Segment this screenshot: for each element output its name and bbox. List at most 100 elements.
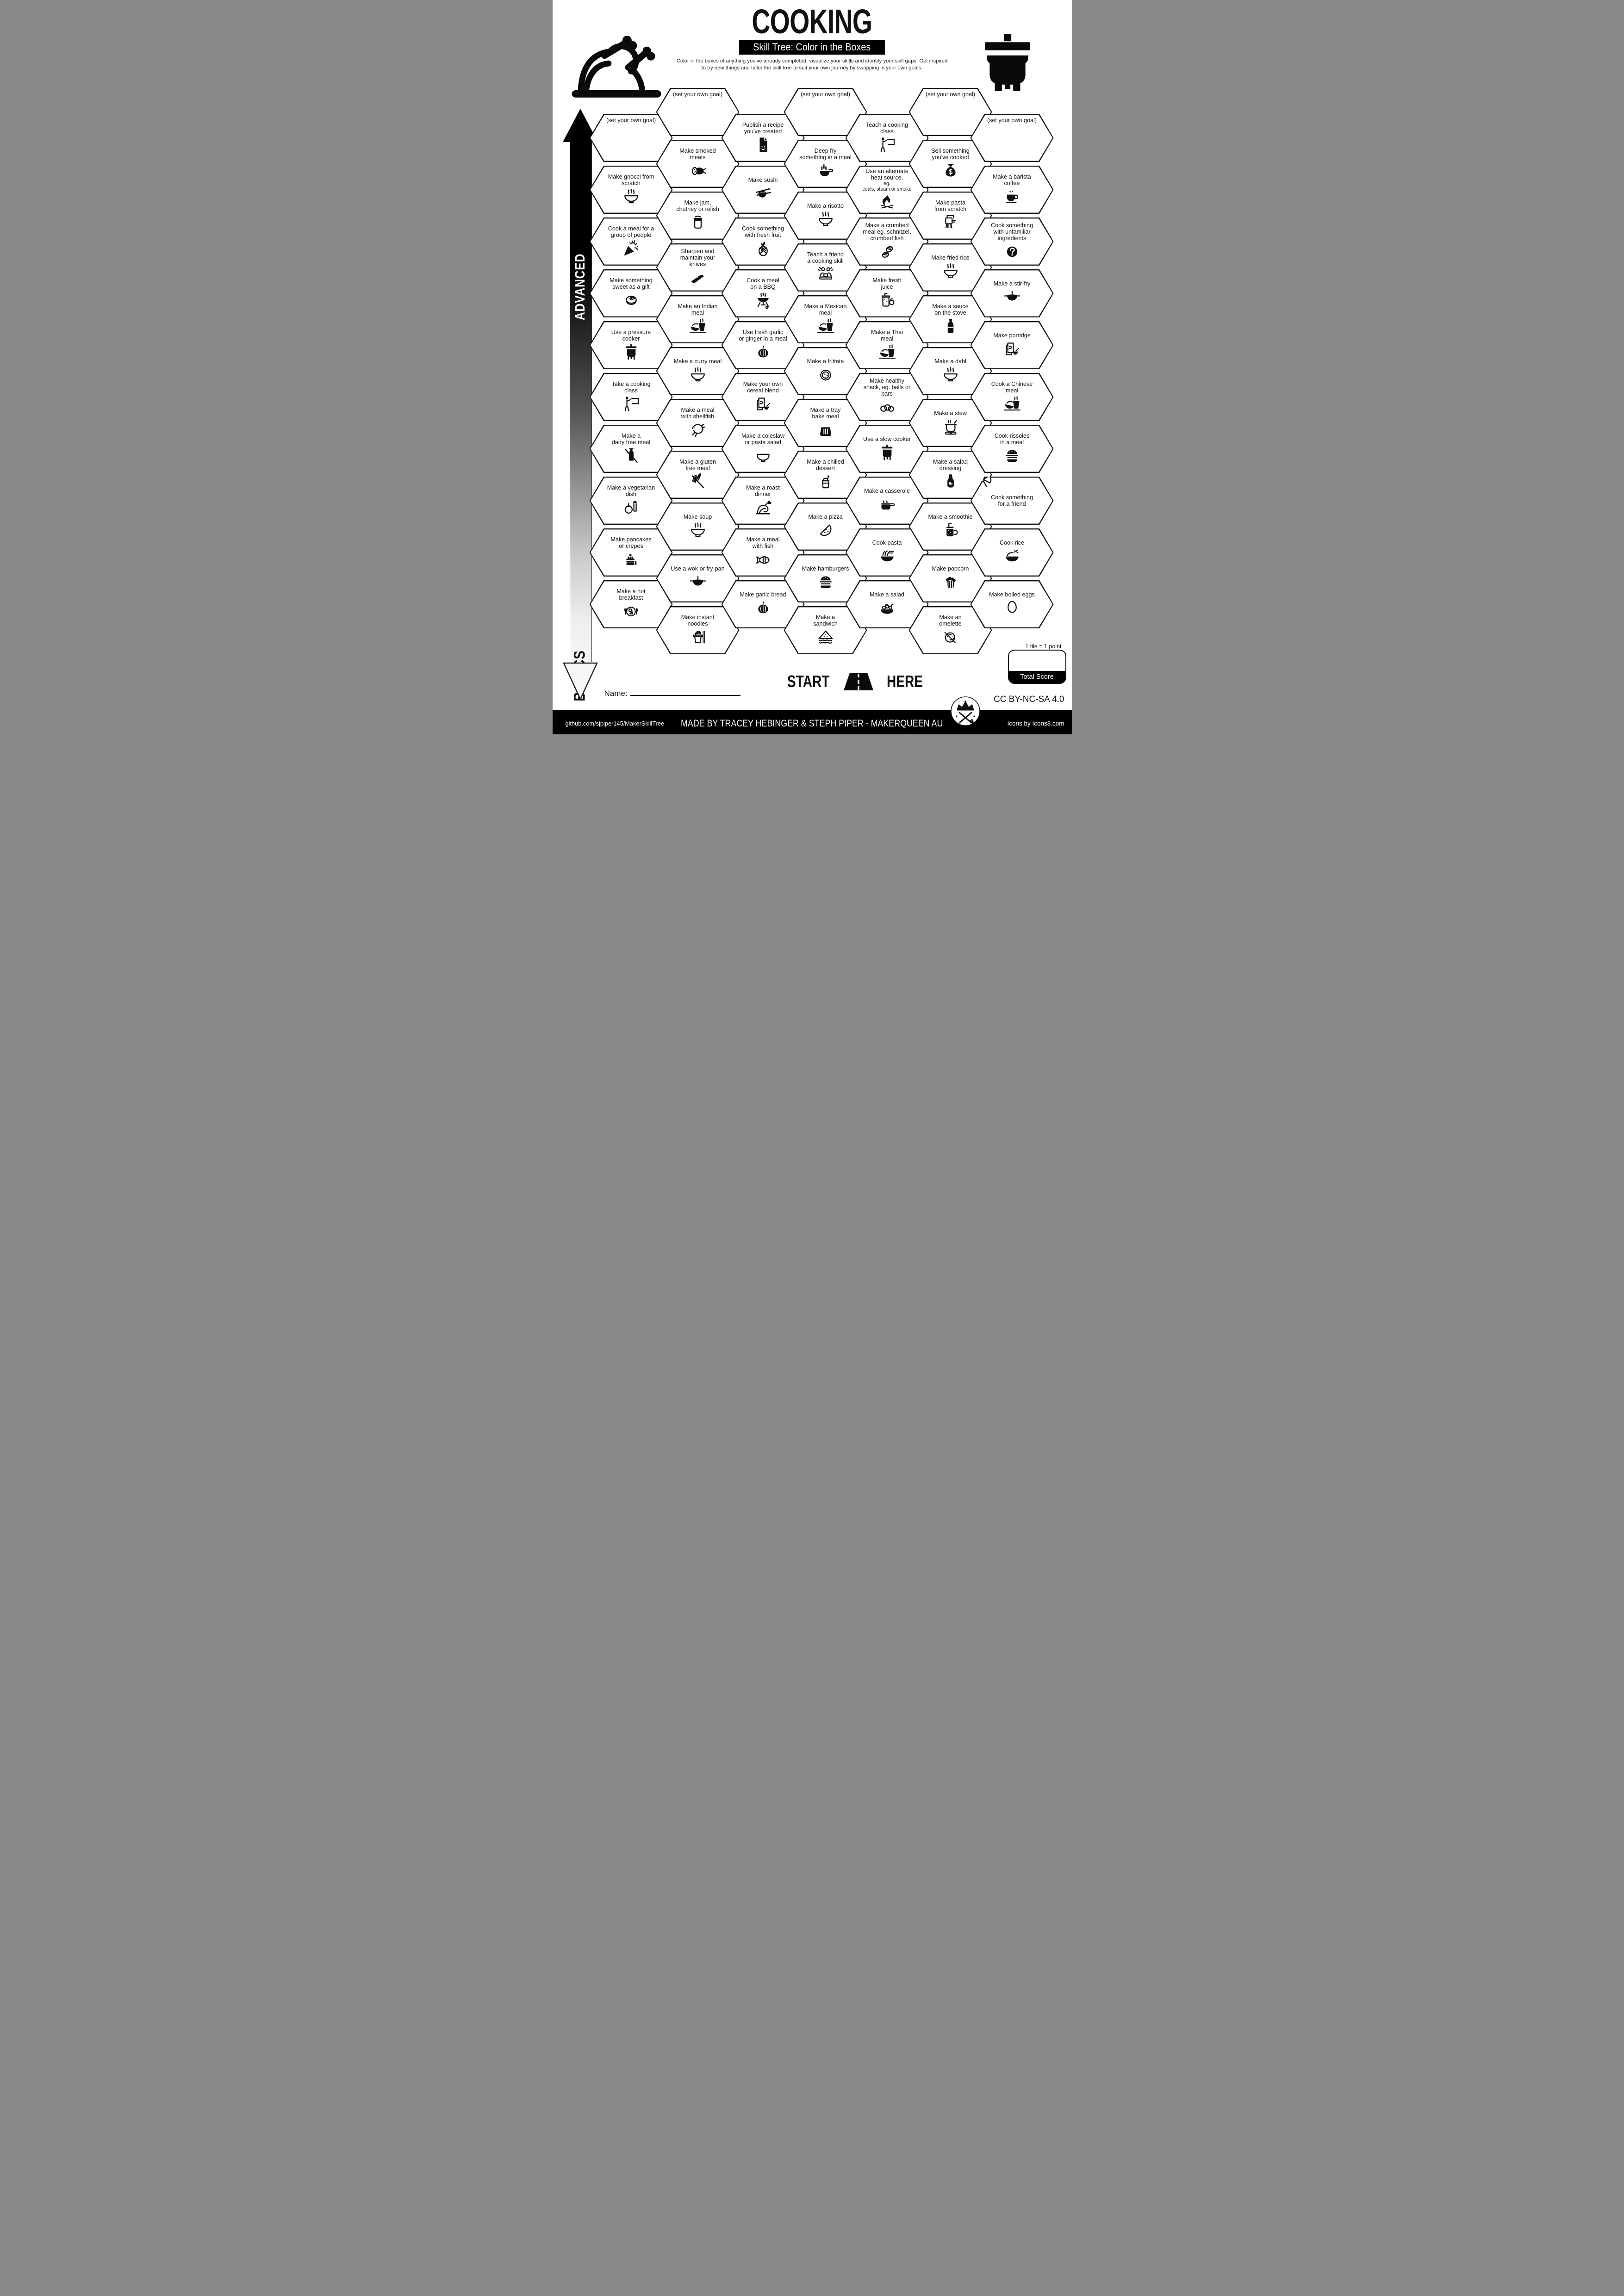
steaming-bowl-icon <box>818 211 833 226</box>
github-link[interactable]: github.com/sjpiper145/MakerSkillTree <box>565 720 665 727</box>
hex-tile-background <box>590 270 672 316</box>
campfire-icon <box>881 194 893 209</box>
skill-tile[interactable]: Cook a Chinese meal <box>970 373 1054 421</box>
page-title: COOKING <box>752 2 873 41</box>
tile-label: Make a stew <box>934 410 967 416</box>
skill-tile[interactable]: Make boiled eggs <box>970 580 1054 628</box>
tile-label: Teach a cooking class <box>865 121 908 135</box>
skill-tile[interactable]: Cook something for a friend <box>970 477 1054 525</box>
skill-tile[interactable]: Cook something with fresh fruit <box>721 217 805 266</box>
smoothie-icon <box>946 523 958 537</box>
skill-tile[interactable]: Make soup <box>656 503 740 551</box>
tile-label: Make sushi <box>748 176 778 183</box>
skill-tile[interactable]: Make gnocci from scratch <box>589 166 673 214</box>
skill-tile[interactable]: Use a pressure cooker <box>589 321 673 369</box>
fish-icon <box>756 556 770 564</box>
no-gluten-icon <box>691 473 704 488</box>
tile-label: Make smoked meats <box>679 147 716 161</box>
footer-bar: github.com/sjpiper145/MakerSkillTree MAD… <box>552 710 1072 734</box>
skill-tile[interactable]: Make a casserole <box>845 477 929 525</box>
tile-label: (set your own goal) <box>925 91 976 98</box>
skill-tile[interactable]: Make healthy snack, eg. balls or bars <box>845 373 929 421</box>
skill-tile[interactable]: Sharpen and maintain your knives <box>656 243 740 292</box>
tile-label: Use a wok or fry-pan <box>671 565 725 572</box>
skill-tile[interactable]: Make a hot breakfast <box>589 580 673 628</box>
tile-label: Make a frittata <box>807 358 844 365</box>
skill-tile[interactable]: Make a meal with shellfish <box>656 399 740 447</box>
tile-label: Use fresh garlic or ginger in a meal <box>739 329 787 342</box>
skill-tile[interactable]: Cook something with unfamiliar ingredien… <box>970 217 1054 266</box>
skill-tile[interactable]: Make a vegetarian dish <box>589 477 673 525</box>
goal-tile[interactable]: (set your own goal) <box>908 88 992 136</box>
hex-tile-background <box>971 167 1053 213</box>
subtitle-banner: Skill Tree: Color in the Boxes <box>739 40 885 55</box>
tile-label: Use an alternate heat source, <box>865 168 908 181</box>
icons-credit: Icons by Icons8.com <box>1007 720 1064 727</box>
hex-tile-background <box>722 167 804 213</box>
tile-label: Cook something with fresh fruit <box>741 225 784 238</box>
skill-tile[interactable]: Make a stir-fry <box>970 269 1054 317</box>
teacher-blackboard-icon <box>624 397 639 412</box>
skill-tile[interactable]: Make porridge <box>970 321 1054 369</box>
tile-label: Make porridge <box>993 332 1031 339</box>
sushi-icon <box>755 188 771 198</box>
hex-tile-background <box>657 89 739 135</box>
tile-label: Make a Thai meal <box>871 329 903 342</box>
skill-tile[interactable]: Make a chilled dessert <box>784 451 867 499</box>
skill-tile[interactable]: Make a dairy free meal <box>589 425 673 473</box>
tile-label: Cook something with unfamiliar ingredien… <box>990 222 1033 242</box>
jam-jar-icon <box>693 216 702 229</box>
noodle-box-icon <box>693 631 705 644</box>
skill-tile[interactable]: Make a crumbed meal eg. schnitzel, crumb… <box>845 217 929 266</box>
breakfast-plate-icon <box>624 607 638 617</box>
skill-tile[interactable]: Make something sweet as a gift <box>589 269 673 317</box>
tile-label: Make a hot breakfast <box>616 588 646 601</box>
hex-tile-background <box>722 426 804 472</box>
total-score-box[interactable]: Total Score <box>1008 650 1066 684</box>
name-input-line[interactable] <box>630 689 740 696</box>
tile-label: Make a vegetarian dish <box>607 484 655 497</box>
hex-tile-background <box>657 400 739 446</box>
skill-tile[interactable]: Use a slow cooker <box>845 425 929 473</box>
road-icon <box>844 673 874 690</box>
tile-label: Make a tray bake meal <box>810 406 841 420</box>
cereal-box-icon <box>1005 342 1019 355</box>
hex-tile-background <box>657 141 739 187</box>
tile-label: Make pancakes or crepes <box>610 536 652 549</box>
hex-tile-background <box>846 374 928 420</box>
skill-tile[interactable]: Make an Indian meal <box>656 295 740 343</box>
skill-tile[interactable]: Sell something you've cooked <box>908 140 992 188</box>
goal-tile[interactable]: (set your own goal) <box>589 114 673 162</box>
tile-label: Make a crumbed meal eg. schnitzel, crumb… <box>863 222 911 242</box>
skill-tile[interactable]: Make a salad <box>845 580 929 628</box>
shrimp-icon <box>691 424 705 437</box>
hex-tile-background <box>590 581 672 627</box>
hex-tile-background <box>971 426 1053 472</box>
skill-tile[interactable]: Make instant noodles <box>656 606 740 654</box>
skill-tile[interactable]: Make a curry meal <box>656 347 740 395</box>
skill-tile[interactable]: Cook a meal for a group of people <box>589 217 673 266</box>
skill-tile[interactable]: Make jam, chutney or relish <box>656 192 740 240</box>
goal-tile[interactable]: (set your own goal) <box>656 88 740 136</box>
tile-label: Teach a friend a cooking skill <box>807 251 844 264</box>
tile-label: Make a dahl <box>934 358 966 365</box>
goal-tile[interactable]: (set your own goal) <box>970 114 1054 162</box>
tile-label: Make a chilled dessert <box>807 458 844 472</box>
skill-tile[interactable]: Make pancakes or crepes <box>589 528 673 577</box>
skill-tile[interactable]: Make smoked meats <box>656 140 740 188</box>
skill-tile[interactable]: Take a cooking class <box>589 373 673 421</box>
steaming-bowl-icon <box>691 522 705 537</box>
fryer-basket-icon <box>820 164 833 176</box>
hex-tile-background <box>722 374 804 420</box>
skill-tile[interactable]: Make a barista coffee <box>970 166 1054 214</box>
skill-tile[interactable]: Cook rissoles in a meal <box>970 425 1054 473</box>
garlic-icon <box>758 345 768 358</box>
tile-label: Make a gluten free meal <box>679 458 716 472</box>
tile-label: Make something sweet as a gift <box>610 277 653 290</box>
skill-tile[interactable]: Make a gluten free meal <box>656 451 740 499</box>
skill-tile[interactable]: Cook rice <box>970 528 1054 577</box>
party-popper-icon <box>623 240 638 256</box>
skill-tile[interactable]: Use a wok or fry-pan <box>656 554 740 602</box>
dressing-bottle-icon <box>947 474 954 488</box>
tile-label: Make a sandwich <box>813 614 838 627</box>
